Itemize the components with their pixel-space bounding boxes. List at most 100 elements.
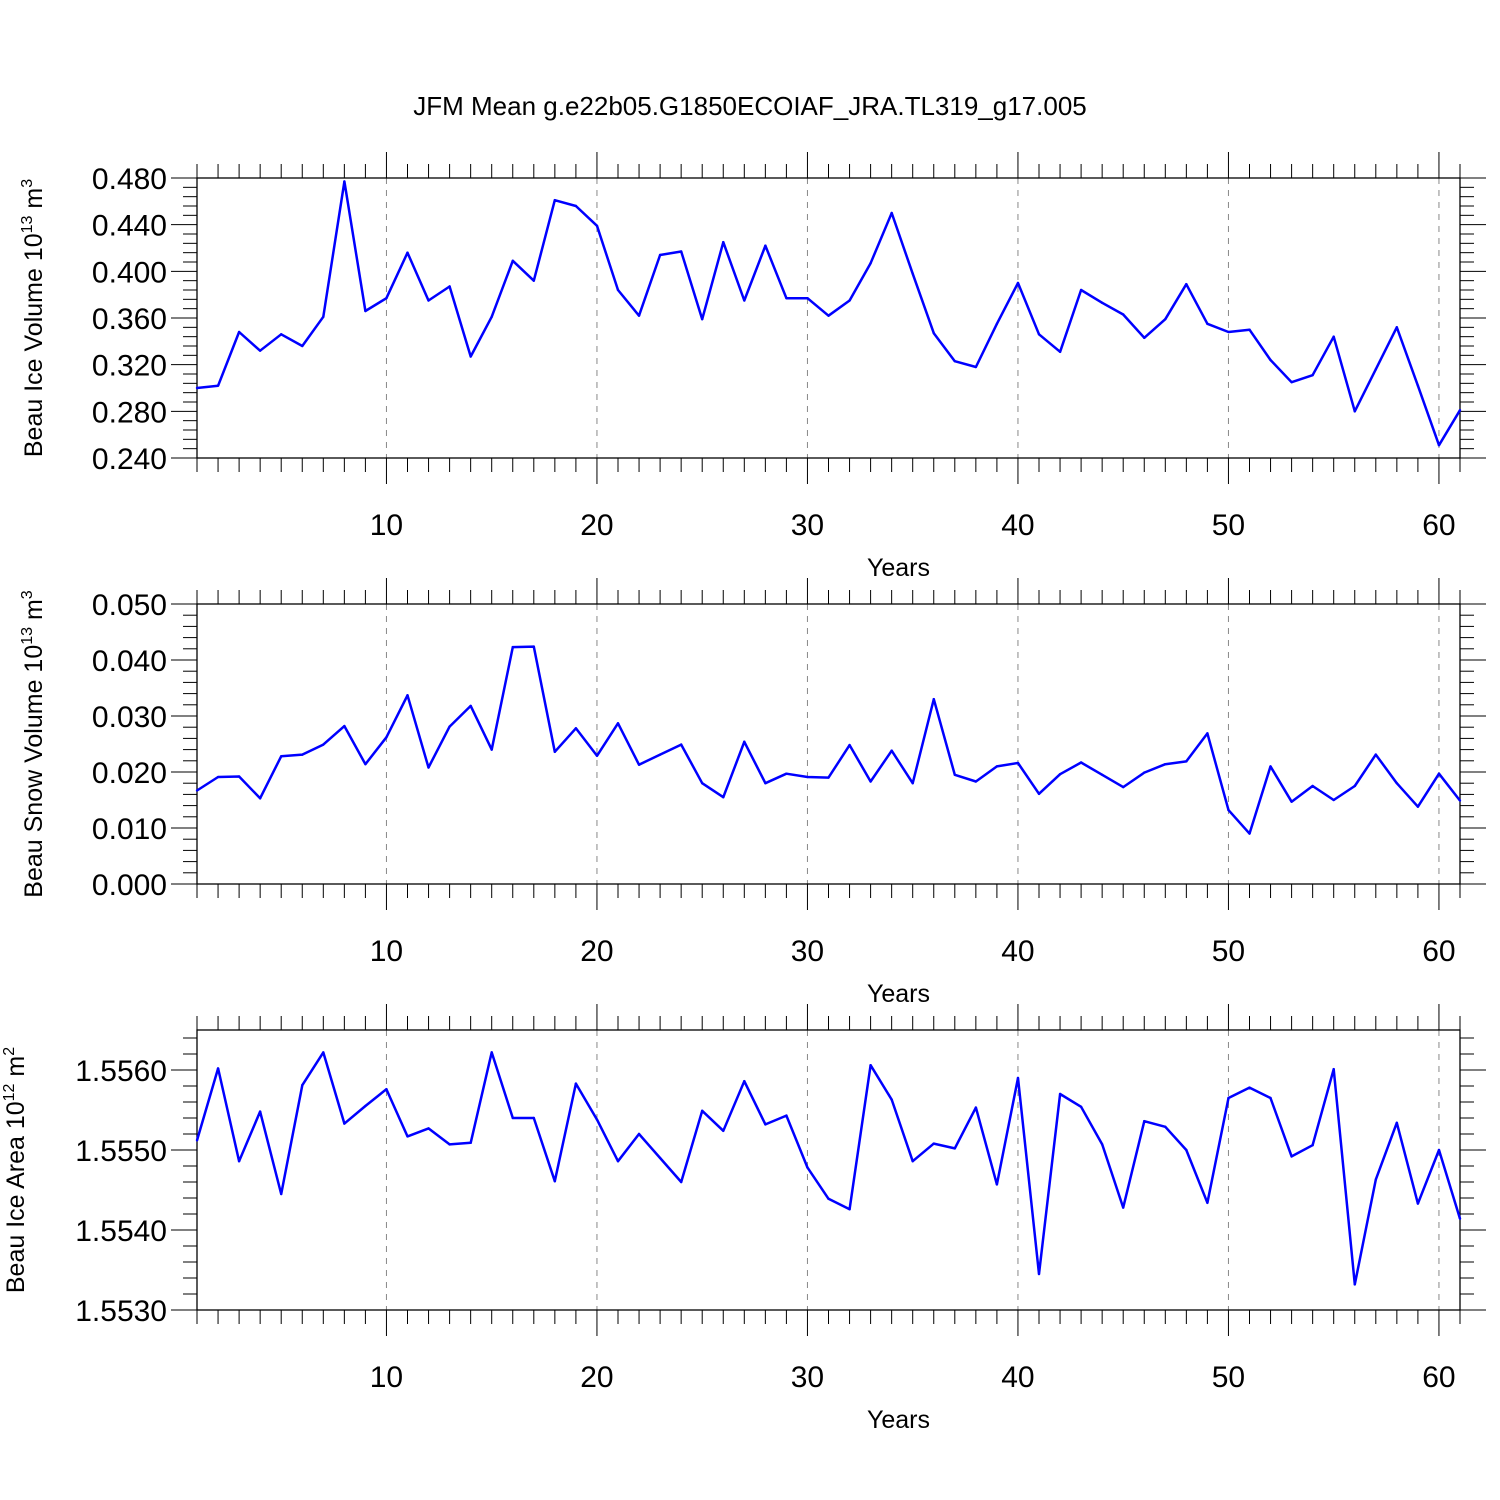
y-tick-label: 0.010 (92, 813, 167, 846)
data-point (869, 1064, 872, 1067)
data-point (1122, 313, 1125, 316)
data-point (1458, 408, 1462, 412)
data-point (216, 384, 220, 387)
data-point (490, 1051, 493, 1054)
x-tick-label: 60 (1422, 1361, 1455, 1394)
y-tick-label: 0.240 (92, 443, 167, 476)
data-point (1458, 1217, 1462, 1221)
y-tick-label: 0.050 (92, 589, 167, 622)
data-point (1143, 1120, 1146, 1123)
data-point (1206, 732, 1209, 735)
data-point (195, 1139, 199, 1142)
data-point (1143, 336, 1146, 340)
data-point (1374, 1178, 1378, 1181)
data-point (806, 1166, 809, 1169)
data-point (743, 299, 746, 302)
data-point (764, 782, 767, 785)
data-point (806, 775, 809, 779)
data-point (448, 725, 451, 728)
data-point (658, 253, 662, 257)
data-point (1227, 1096, 1230, 1100)
data-point (1164, 317, 1167, 321)
data-point (1416, 1202, 1420, 1205)
data-point (448, 1143, 451, 1146)
data-point (322, 1051, 325, 1054)
data-point (1037, 333, 1041, 336)
x-tick-label: 40 (1001, 1361, 1034, 1394)
data-point (1079, 288, 1083, 292)
data-point (1290, 1155, 1293, 1158)
data-point (1269, 1096, 1272, 1100)
data-point (616, 288, 620, 292)
data-point (322, 315, 325, 319)
data-point (364, 762, 367, 766)
data-point (343, 1122, 346, 1125)
data-point (343, 724, 346, 728)
data-point (1079, 761, 1083, 764)
data-point (701, 1109, 704, 1113)
data-point (1016, 281, 1020, 285)
y-tick-label: 0.020 (92, 757, 167, 790)
data-point (1164, 1125, 1167, 1129)
y-axis-label: Beau Snow Volume 1013 m3 (19, 590, 48, 898)
data-point (280, 333, 283, 336)
data-point (722, 796, 725, 799)
x-tick-label: 30 (791, 509, 824, 542)
data-point (679, 1180, 683, 1184)
y-tick-label: 0.320 (92, 350, 167, 383)
data-point (701, 317, 704, 321)
data-point (280, 1192, 283, 1196)
data-point (1416, 384, 1420, 387)
data-point (953, 1147, 956, 1150)
data-point (953, 773, 956, 776)
data-point (1016, 761, 1020, 765)
data-point (1037, 792, 1041, 796)
data-point (953, 359, 956, 363)
data-point (974, 780, 978, 783)
data-point (1058, 1092, 1062, 1096)
data-point (1332, 1068, 1335, 1071)
data-point (658, 753, 662, 756)
data-point (364, 1104, 367, 1108)
y-tick-label: 1.5530 (75, 1295, 167, 1328)
data-point (406, 694, 409, 697)
data-point (427, 299, 430, 302)
x-tick-label: 50 (1212, 1361, 1245, 1394)
x-tick-label: 20 (580, 1361, 613, 1394)
data-point (237, 775, 241, 778)
x-tick-label: 50 (1212, 509, 1245, 542)
y-tick-label: 0.400 (92, 256, 167, 289)
data-point (1416, 805, 1420, 808)
data-point (1058, 773, 1062, 776)
panel-1: 10 20 30 40 50 60 0.240 0.280 0.320 0.360 0.400 0.4… (19, 152, 1486, 582)
data-point (574, 204, 578, 208)
data-point (1248, 328, 1251, 331)
x-axis-label: Years (867, 1406, 930, 1434)
data-point (1143, 771, 1146, 774)
y-axis-label: Beau Ice Area 1012 m2 (1, 1047, 30, 1293)
y-tick-label: 1.5560 (75, 1055, 167, 1088)
data-point (932, 331, 935, 335)
data-point (1037, 1272, 1041, 1276)
data-point (722, 240, 725, 244)
data-point (1395, 326, 1399, 329)
data-point (427, 766, 430, 769)
data-point (490, 748, 493, 751)
data-point (469, 704, 472, 708)
data-point (258, 1110, 262, 1113)
y-tick-label: 0.280 (92, 396, 167, 429)
data-point (827, 776, 830, 779)
data-point (995, 765, 999, 768)
data-point (679, 743, 683, 746)
data-point (701, 782, 704, 785)
data-point (532, 279, 535, 282)
data-point (1395, 782, 1399, 785)
data-point (511, 259, 514, 263)
data-point (553, 750, 557, 754)
data-point (448, 285, 451, 288)
data-point (258, 349, 262, 352)
panel-3: 10 20 30 40 50 60 1.5530 1.5540 1.5550 1.5560 Year… (1, 1004, 1486, 1434)
data-point (616, 1160, 620, 1163)
data-point (679, 250, 683, 253)
x-tick-label: 30 (791, 935, 824, 968)
